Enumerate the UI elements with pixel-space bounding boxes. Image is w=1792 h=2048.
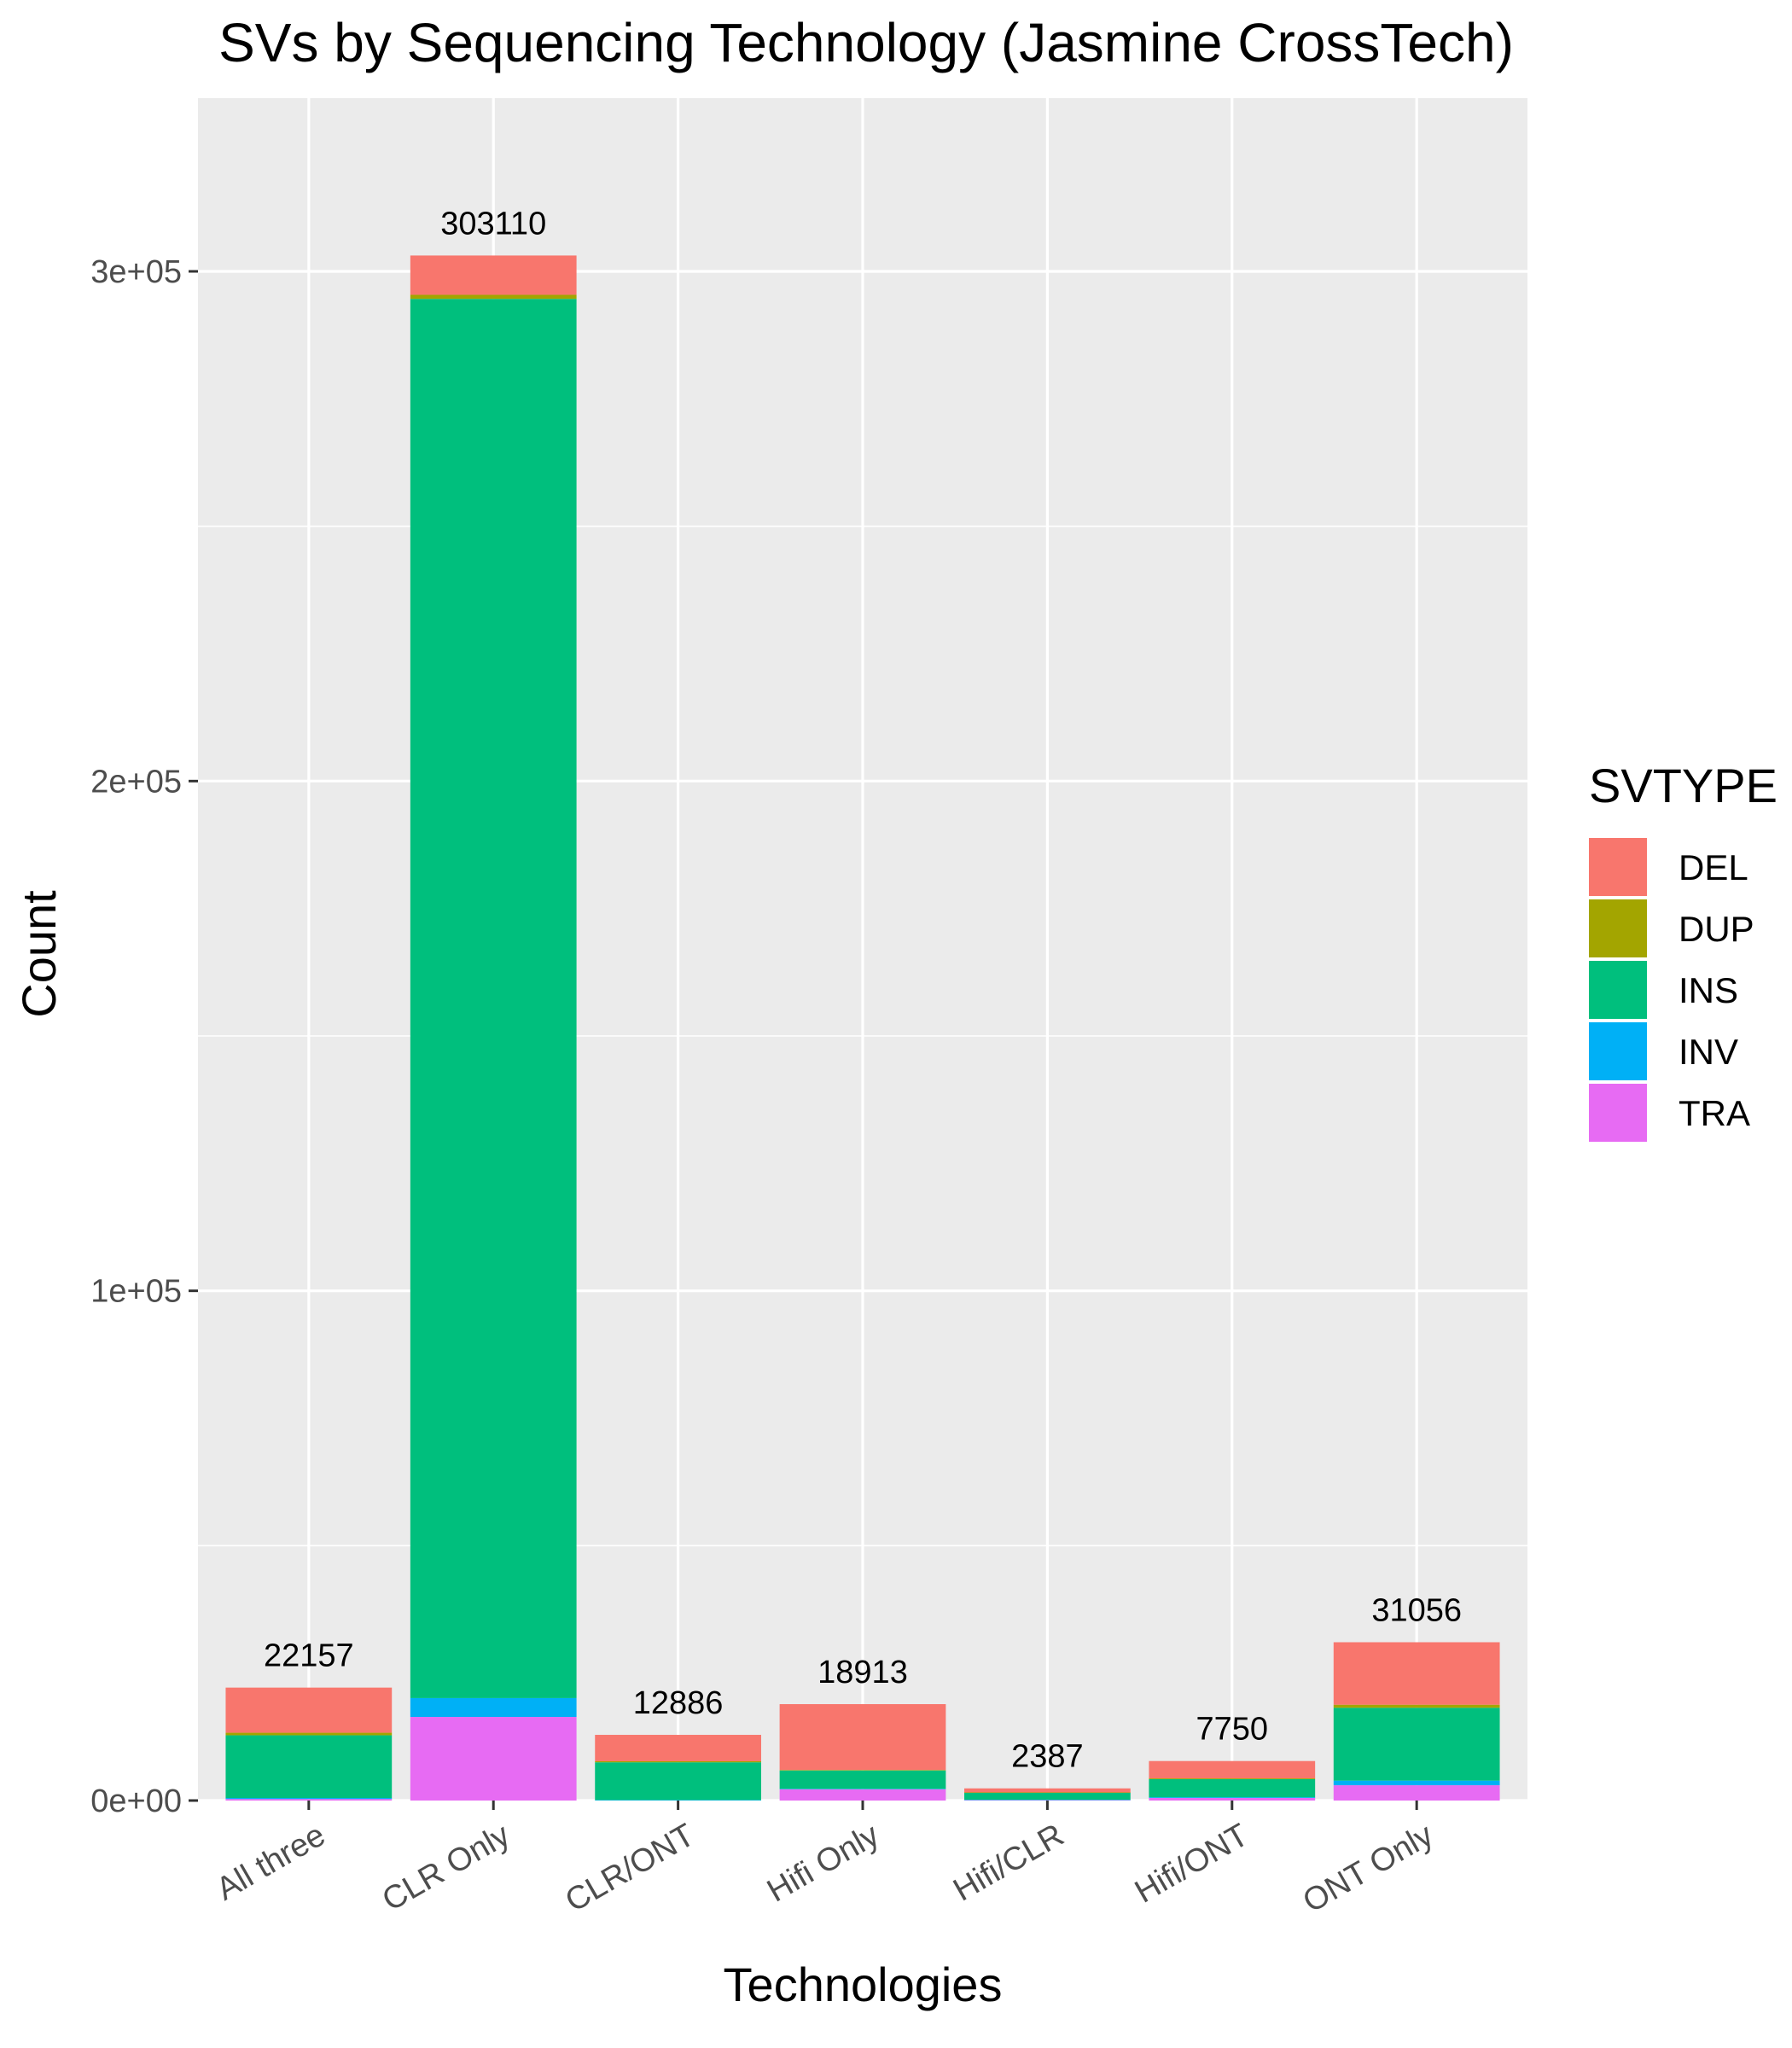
bar-segment-tra [410, 1717, 577, 1801]
y-tick-label: 0e+00 [90, 1783, 182, 1819]
bar-segment-dup [225, 1732, 393, 1736]
x-tick-label: ONT Only [1297, 1817, 1440, 1919]
bar-segment-inv [1333, 1780, 1500, 1786]
bar-total-label: 303110 [440, 206, 546, 241]
bar-segment-ins [410, 299, 577, 1698]
y-tick-label: 2e+05 [90, 764, 182, 800]
bar-total-label: 18913 [817, 1655, 908, 1690]
chart-title: SVs by Sequencing Technology (Jasmine Cr… [218, 12, 1514, 73]
legend-label: INV [1679, 1032, 1738, 1072]
bar-segment-del [1333, 1642, 1500, 1705]
bar-segment-ins [225, 1735, 393, 1799]
legend-key-del [1589, 838, 1647, 896]
bar-total-label: 7750 [1196, 1712, 1269, 1748]
bar-segment-tra [1333, 1785, 1500, 1801]
y-axis-title: Count [12, 890, 66, 1018]
bar-segment-tra [779, 1789, 946, 1801]
x-tick-label: Hifi/ONT [1129, 1817, 1254, 1910]
y-axis: 0e+00 1e+05 2e+05 3e+05 [90, 254, 198, 1819]
bar-segment-dup [595, 1761, 761, 1763]
bar-segment-dup [410, 294, 577, 300]
x-tick-label: Hifi/CLR [947, 1817, 1070, 1908]
bar-segment-inv [225, 1798, 393, 1800]
bar-segment-del [964, 1788, 1131, 1793]
bar-segment-inv [964, 1800, 1131, 1801]
legend: SVTYPE DEL DUP INS INV TRA [1589, 759, 1777, 1142]
legend-key-tra [1589, 1084, 1647, 1142]
bar-segment-dup [1333, 1704, 1500, 1708]
y-tick-label: 3e+05 [90, 254, 182, 290]
legend-label: DUP [1679, 909, 1754, 949]
bar-segment-dup [964, 1792, 1131, 1794]
x-tick-label: CLR/ONT [560, 1817, 701, 1919]
legend-key-inv [1589, 1022, 1647, 1080]
legend-key-ins [1589, 961, 1647, 1019]
legend-title: SVTYPE [1589, 759, 1777, 812]
bar-segment-del [595, 1735, 761, 1762]
bar-segment-inv [1149, 1797, 1316, 1799]
bar-segment-dup [1149, 1778, 1316, 1779]
bar-segment-ins [595, 1762, 761, 1801]
bar-segment-inv [595, 1800, 761, 1801]
bar-segment-tra [1149, 1798, 1316, 1801]
bar-total-label: 22157 [264, 1638, 354, 1674]
x-axis: All three CLR Only CLR/ONT Hifi Only Hifi/CL… [211, 1801, 1440, 1920]
x-tick-label: CLR Only [376, 1817, 516, 1918]
bar-segment-ins [1333, 1708, 1500, 1781]
bar-segment-ins [1149, 1778, 1316, 1798]
x-tick-label: Hifi Only [761, 1817, 885, 1909]
bar-segment-ins [779, 1770, 946, 1789]
bar-segment-del [225, 1687, 393, 1733]
x-axis-title: Technologies [724, 1958, 1003, 2011]
legend-key-dup [1589, 899, 1647, 957]
stacked-bars [225, 255, 1500, 1801]
legend-items: DEL DUP INS INV TRA [1589, 838, 1754, 1142]
bar-segment-del [410, 255, 577, 295]
x-tick-label: All three [211, 1817, 332, 1907]
legend-label: TRA [1679, 1093, 1750, 1133]
bar-total-label: 2387 [1011, 1739, 1084, 1775]
legend-label: DEL [1679, 847, 1748, 887]
legend-label: INS [1679, 970, 1738, 1010]
bar-segment-tra [225, 1799, 393, 1801]
bar-segment-inv [410, 1697, 577, 1718]
bar-total-label: 31056 [1371, 1592, 1462, 1628]
bar-total-labels: 22157 303110 12886 18913 2387 7750 31056 [264, 206, 1462, 1774]
bar-segment-del [779, 1704, 946, 1771]
bar-segment-dup [779, 1770, 946, 1771]
bar-total-label: 12886 [633, 1685, 724, 1721]
bar-segment-tra [964, 1800, 1131, 1801]
bar-segment-del [1149, 1760, 1316, 1779]
y-tick-label: 1e+05 [90, 1274, 182, 1310]
bar-segment-ins [964, 1792, 1131, 1801]
